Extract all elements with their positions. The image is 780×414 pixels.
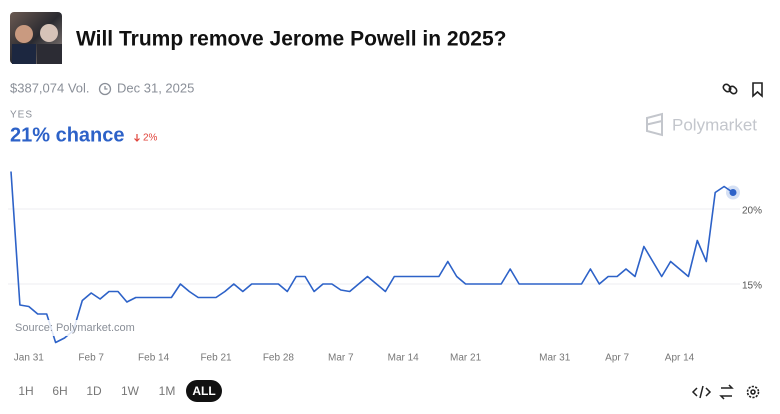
range-button[interactable]: 1W xyxy=(121,384,140,398)
range-button[interactable]: 6H xyxy=(52,384,67,398)
range-button[interactable]: 1D xyxy=(86,384,102,398)
swap-button[interactable] xyxy=(719,384,734,400)
x-tick-label: Mar 31 xyxy=(539,353,571,364)
chance: 21% chance xyxy=(10,124,125,146)
range-button[interactable]: 1H xyxy=(18,384,33,398)
x-tick-label: Mar 7 xyxy=(328,353,354,364)
bookmark-button[interactable] xyxy=(752,82,763,98)
change: 2% xyxy=(143,133,158,144)
x-tick-label: Apr 14 xyxy=(665,353,695,364)
x-tick-label: Feb 21 xyxy=(200,353,232,364)
source: Source: Polymarket.com xyxy=(15,322,135,334)
settings-button[interactable] xyxy=(746,385,760,399)
price-line xyxy=(10,171,734,344)
range-button[interactable]: ALL xyxy=(192,384,215,398)
down-arrow xyxy=(134,134,140,142)
volume: $387,074 Vol. xyxy=(10,80,90,95)
y-tick-label: 15% xyxy=(742,281,762,292)
x-tick-label: Jan 31 xyxy=(14,353,44,364)
x-tick-label: Apr 7 xyxy=(605,353,629,364)
range-button[interactable]: 1M xyxy=(159,384,176,398)
outcome-label: YES xyxy=(10,110,33,121)
link-button[interactable] xyxy=(722,83,738,95)
brand: Polymarket xyxy=(672,115,757,134)
market-title: Will Trump remove Jerome Powell in 2025? xyxy=(76,28,506,51)
x-tick-label: Mar 14 xyxy=(388,353,420,364)
embed-button[interactable] xyxy=(691,385,712,399)
x-tick-label: Feb 28 xyxy=(263,353,295,364)
clock-icon xyxy=(98,82,112,96)
brand-logo xyxy=(646,112,663,137)
current-point xyxy=(729,189,737,196)
range-selected xyxy=(186,380,222,402)
end-date: Dec 31, 2025 xyxy=(117,80,194,95)
x-tick-label: Feb 7 xyxy=(78,353,104,364)
source-box xyxy=(12,320,134,336)
range-selector: 1H 6H 1D 1W 1M ALL xyxy=(18,380,222,402)
y-tick-label: 20% xyxy=(742,206,762,217)
x-tick-label: Feb 14 xyxy=(138,353,170,364)
x-tick-label: Mar 21 xyxy=(450,353,482,364)
market-image xyxy=(10,12,62,64)
chart: 15% 20% Jan 31 Feb 7 Feb 14 Feb 21 Feb 28 Mar 7… xyxy=(8,171,762,364)
